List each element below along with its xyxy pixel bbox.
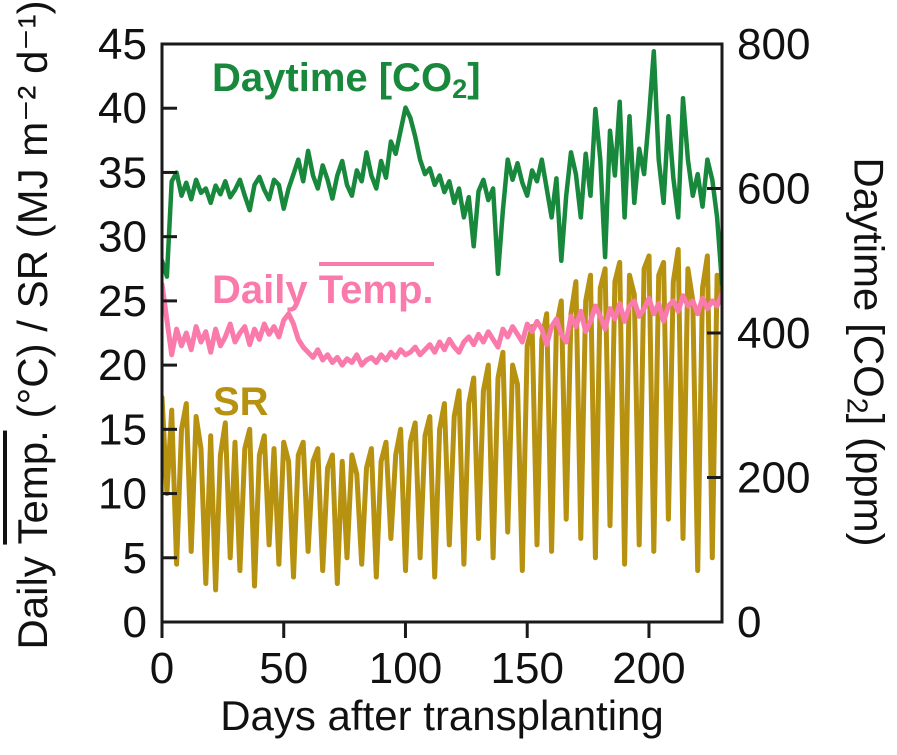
co2-series-label-text: Daytime [CO [212, 56, 453, 100]
sr-series-label-text: SR [213, 380, 269, 424]
series-co2-line [161, 48, 723, 287]
left-axis-label-pre: Daily [9, 544, 56, 650]
left-axis-label: Daily Temp. (°C) / SR (MJ m⁻² d⁻¹) [3, 0, 57, 650]
temp-series-label-pre: Daily [212, 268, 319, 312]
left-axis-tick-label: 40 [98, 84, 147, 133]
left-axis-tick-label: 15 [98, 405, 147, 454]
right-axis-tick-label: 400 [737, 309, 810, 358]
right-axis-tick-label: 600 [737, 165, 810, 214]
x-axis-tick-label: 50 [259, 644, 308, 693]
sr-series-label: SR [213, 380, 269, 424]
co2-series-label-close: ] [467, 56, 481, 100]
x-axis-tick-label: 200 [612, 644, 685, 693]
right-axis-tick-label: 0 [737, 598, 761, 647]
left-axis-label-overlined: Temp. [3, 430, 57, 545]
left-axis-tick-label: 35 [98, 148, 147, 197]
series-sr-line [161, 247, 723, 593]
x-axis-label: Days after transplanting [220, 692, 664, 739]
series-temp-line [161, 281, 723, 368]
right-axis-label: Daytime [CO2] (ppm) [839, 157, 892, 546]
left-axis-tick-label: 45 [98, 20, 147, 69]
x-axis-tick-label: 100 [369, 644, 442, 693]
temp-series-label: Daily Temp. [212, 262, 434, 312]
left-axis-tick-label: 20 [98, 341, 147, 390]
right-axis-label-pre: Daytime [CO [845, 157, 893, 398]
left-axis-tick-label: 25 [98, 277, 147, 326]
left-axis-tick-label: 5 [123, 534, 147, 583]
co2-subscript: 2 [452, 72, 468, 104]
plot-border [160, 42, 724, 624]
co2-series-label: Daytime [CO2] [212, 56, 481, 104]
left-axis-label-post: (°C) / SR (MJ m⁻² d⁻¹) [9, 0, 56, 431]
series-group [161, 48, 723, 593]
right-axis-label-post: ] (ppm) [845, 413, 893, 547]
x-axis-tick-label: 0 [150, 644, 174, 693]
right-axis-tick-label: 800 [737, 20, 810, 69]
x-axis-tick-label: 150 [491, 644, 564, 693]
left-axis-tick-label: 0 [123, 598, 147, 647]
right-axis-tick-label: 200 [737, 454, 810, 503]
right-axis-label-subscript: 2 [840, 397, 873, 414]
left-axis-tick-label: 10 [98, 470, 147, 519]
temp-series-label-overlined: Temp. [318, 262, 434, 312]
left-axis-tick-label: 30 [98, 213, 147, 262]
